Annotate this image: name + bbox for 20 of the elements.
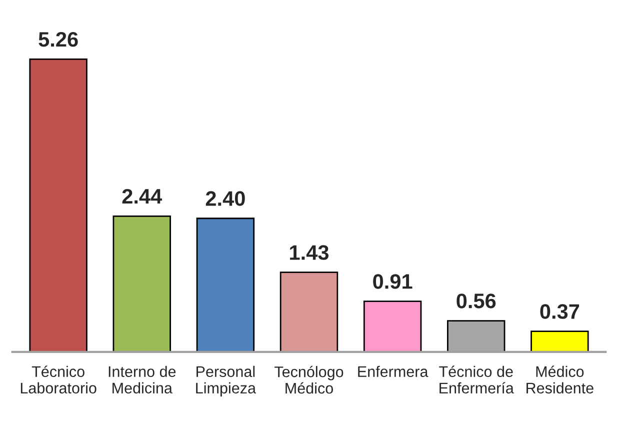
bar xyxy=(112,215,171,352)
data-label: 0.37 xyxy=(540,304,580,319)
data-label: 0.56 xyxy=(456,294,496,308)
x-tick-label: Médico Residente xyxy=(526,366,594,394)
bar xyxy=(196,218,255,352)
data-label: 0.91 xyxy=(373,274,412,289)
bar xyxy=(29,58,88,352)
x-tick-label: Técnico de Enfermería xyxy=(439,366,514,394)
x-tick-label: Tecnólogo Médico xyxy=(274,366,344,394)
data-label: 2.40 xyxy=(206,191,245,206)
x-tick-label: Personal Limpieza xyxy=(196,366,256,397)
x-tick-label: Técnico Laboratorio xyxy=(20,366,96,394)
data-label: 5.26 xyxy=(38,32,78,47)
bar xyxy=(280,272,338,352)
data-label: 2.44 xyxy=(122,188,162,204)
bar xyxy=(363,300,422,352)
x-tick-label: Enfermera xyxy=(358,366,428,378)
x-tick-label: Interno de Medicina xyxy=(108,366,176,394)
bar xyxy=(530,330,589,352)
data-label: 1.43 xyxy=(290,245,329,260)
